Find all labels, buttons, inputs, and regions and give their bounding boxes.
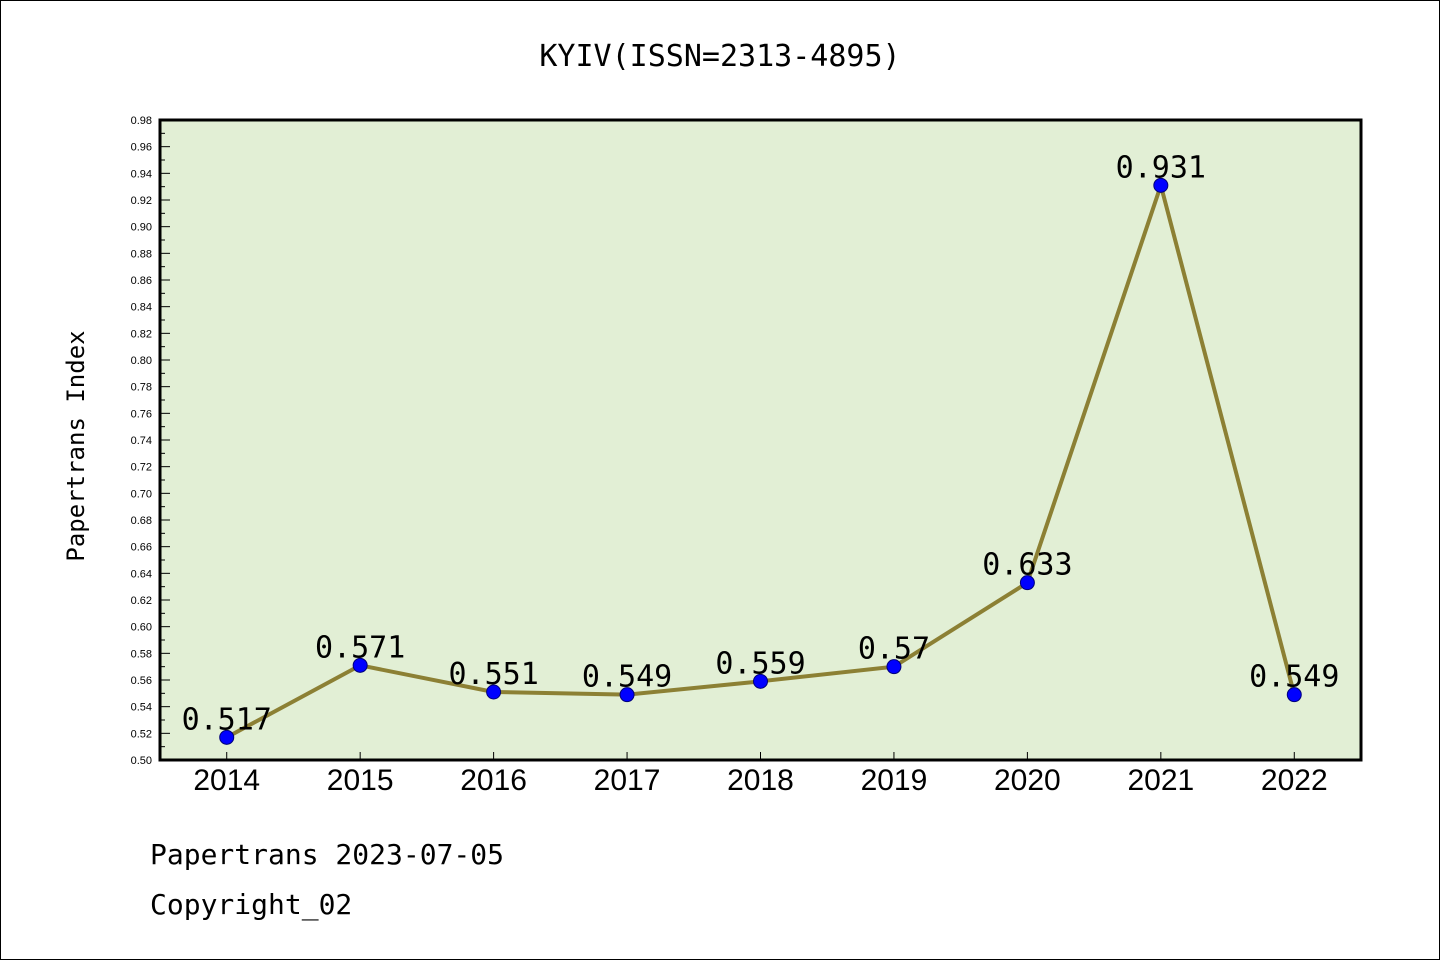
y-tick-label: 0.96 — [131, 142, 152, 154]
data-point — [753, 673, 768, 689]
y-tick-label: 0.82 — [131, 328, 152, 340]
y-tick-label: 0.56 — [131, 675, 152, 687]
data-label: 0.931 — [1116, 150, 1206, 185]
data-label: 0.517 — [182, 702, 272, 737]
y-tick-label: 0.72 — [131, 462, 152, 474]
y-tick-label: 0.58 — [131, 648, 152, 660]
data-point — [486, 684, 502, 700]
y-axis-label: Papertrans Index — [62, 330, 90, 561]
y-axis: 0.50 0.52 0.54 0.56 0.58 0.60 0.62 0.64 0.66 0.68… — [131, 115, 170, 767]
data-point — [886, 659, 902, 675]
data-label: 0.549 — [1249, 660, 1339, 695]
x-tick-label: 2014 — [193, 764, 260, 797]
y-tick-label: 0.52 — [131, 728, 152, 740]
x-tick-label: 2016 — [460, 764, 527, 797]
series-markers — [219, 177, 1302, 745]
data-label: 0.551 — [448, 657, 538, 692]
plot-area — [160, 120, 1361, 760]
y-tick-label: 0.88 — [131, 248, 152, 260]
y-tick-label: 0.90 — [131, 222, 152, 234]
x-tick-label: 2021 — [1127, 764, 1194, 797]
x-tick-label: 2017 — [594, 764, 661, 797]
x-tick-label: 2022 — [1261, 764, 1328, 797]
data-label: 0.559 — [715, 646, 805, 681]
y-tick-label: 0.92 — [131, 195, 152, 207]
y-tick-label: 0.94 — [131, 168, 152, 180]
data-labels: 0.517 0.571 0.551 0.549 0.559 0.57 0.633 0.931 0… — [182, 150, 1340, 737]
data-label: 0.57 — [858, 632, 930, 667]
x-axis: 2014 2015 2016 2017 2018 2019 2020 2021 2022 — [193, 752, 1328, 797]
y-tick-label: 0.76 — [131, 408, 152, 420]
y-tick-label: 0.78 — [131, 382, 152, 394]
y-tick-label: 0.86 — [131, 275, 152, 287]
chart-title: KYIV(ISSN=2313-4895) — [539, 39, 900, 74]
x-tick-label: 2019 — [861, 764, 928, 797]
y-tick-label: 0.66 — [131, 542, 152, 554]
y-tick-label: 0.80 — [131, 355, 152, 367]
y-tick-label: 0.68 — [131, 515, 152, 527]
data-label: 0.549 — [582, 660, 672, 695]
y-tick-label: 0.60 — [131, 622, 152, 634]
data-point — [352, 657, 368, 673]
y-tick-label: 0.64 — [131, 568, 152, 580]
x-tick-label: 2018 — [727, 764, 794, 797]
x-tick-label: 2015 — [327, 764, 394, 797]
y-tick-label: 0.62 — [131, 595, 152, 607]
data-point — [1019, 575, 1035, 591]
y-tick-label: 0.54 — [131, 702, 152, 714]
y-tick-label: 0.74 — [131, 435, 152, 447]
footer-date: Papertrans 2023-07-05 — [150, 838, 504, 871]
footer-copyright: Copyright_02 — [150, 888, 352, 922]
data-point — [619, 687, 635, 703]
data-label: 0.571 — [315, 630, 405, 665]
y-tick-label: 0.70 — [131, 488, 152, 500]
y-tick-label: 0.98 — [131, 115, 152, 127]
y-tick-label: 0.50 — [131, 755, 152, 767]
data-point — [219, 729, 235, 745]
plot-border — [158, 118, 1363, 762]
data-label: 0.633 — [982, 548, 1072, 583]
x-tick-label: 2020 — [994, 764, 1061, 797]
data-point — [1153, 177, 1169, 193]
data-point — [1286, 687, 1302, 703]
y-tick-label: 0.84 — [131, 302, 152, 314]
